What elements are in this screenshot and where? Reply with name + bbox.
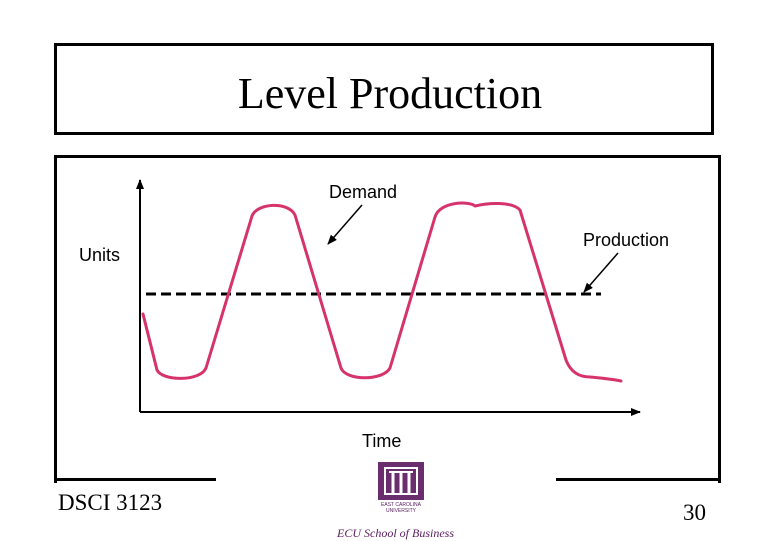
page-number: 30 (683, 500, 706, 525)
y-axis-label: Units (79, 245, 120, 265)
logo-mark (378, 462, 424, 500)
x-axis-label: Time (362, 431, 401, 451)
school-name: ECU School of Business (337, 526, 454, 540)
demand-label: Demand (329, 182, 397, 202)
logo-glyph-icon (384, 467, 418, 495)
frame-bottom-left (54, 478, 216, 481)
content-frame (54, 155, 721, 483)
demand-pointer (327, 204, 363, 245)
course-code: DSCI 3123 (58, 490, 163, 515)
demand-curve (141, 201, 623, 383)
slide-title: Level Production (237, 69, 543, 118)
title-box (54, 43, 714, 135)
production-pointer (583, 252, 619, 293)
logo-text: EAST CAROLINA UNIVERSITY (381, 502, 421, 514)
frame-bottom-right (556, 478, 721, 481)
production-label: Production (583, 230, 669, 250)
university-logo: EAST CAROLINA UNIVERSITY (378, 462, 424, 524)
